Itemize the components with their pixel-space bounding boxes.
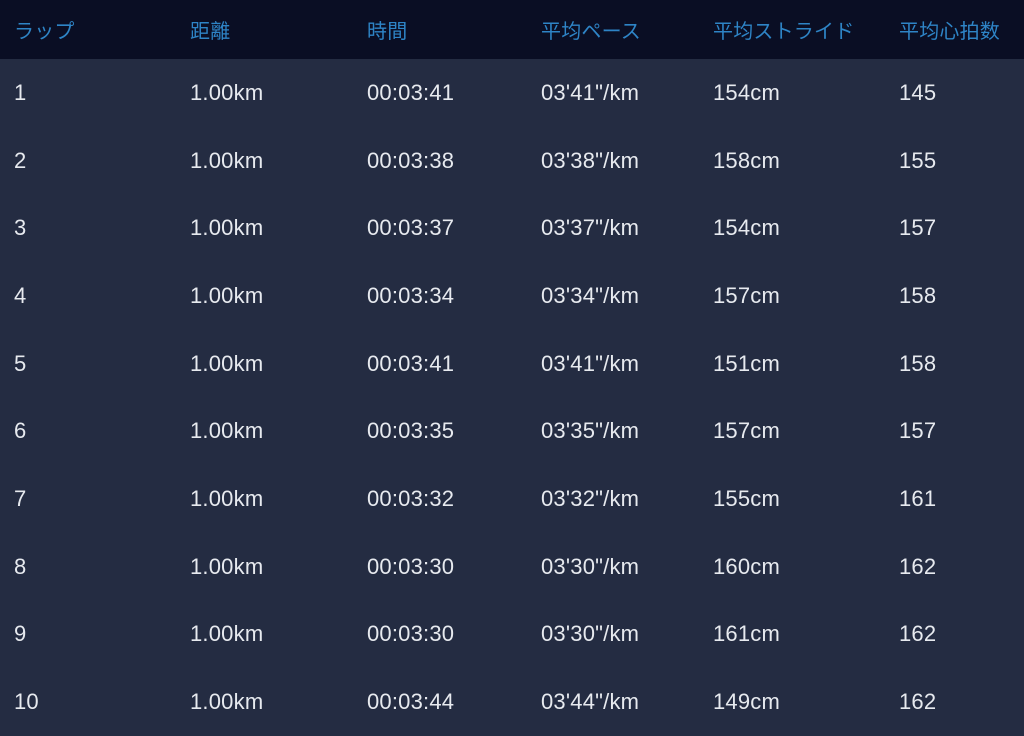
cell-lap: 2 <box>14 147 27 173</box>
cell-time: 00:03:38 <box>367 147 455 173</box>
cell-avg_heart_rate: 145 <box>899 79 937 105</box>
cell-distance: 1.00km <box>190 485 264 511</box>
cell-avg_pace: 03'30"/km <box>541 621 640 647</box>
table-row: 2 1.00km 00:03:38 03'38"/km 158cm 155 <box>0 126 1024 195</box>
cell-avg_heart_rate: 162 <box>899 689 937 715</box>
cell-avg_pace: 03'34"/km <box>541 282 640 308</box>
cell-distance: 1.00km <box>190 418 264 444</box>
lap-table-header-row: ラップ 距離 時間 平均ペース 平均ストライド 平均心拍数 <box>0 0 1024 59</box>
column-header-avg-stride: 平均ストライド <box>713 21 855 43</box>
cell-time: 00:03:41 <box>367 79 455 105</box>
cell-lap: 3 <box>14 215 27 241</box>
cell-time: 00:03:41 <box>367 350 455 376</box>
cell-avg_pace: 03'35"/km <box>541 418 640 444</box>
lap-table-body[interactable]: 1 1.00km 00:03:41 03'41"/km 154cm 145 2 1.00km 0… <box>0 59 1024 736</box>
cell-lap: 4 <box>14 282 27 308</box>
column-header-time: 時間 <box>367 21 408 43</box>
table-row: 6 1.00km 00:03:35 03'35"/km 157cm 157 <box>0 397 1024 466</box>
cell-avg_stride: 151cm <box>713 350 781 376</box>
cell-distance: 1.00km <box>190 282 264 308</box>
cell-avg_heart_rate: 162 <box>899 553 937 579</box>
cell-avg_stride: 158cm <box>713 147 781 173</box>
cell-time: 00:03:30 <box>367 553 455 579</box>
cell-avg_stride: 157cm <box>713 418 781 444</box>
cell-avg_stride: 161cm <box>713 621 781 647</box>
cell-avg_heart_rate: 161 <box>899 485 937 511</box>
cell-avg_heart_rate: 157 <box>899 215 937 241</box>
cell-avg_pace: 03'37"/km <box>541 215 640 241</box>
lap-table: ラップ 距離 時間 平均ペース 平均ストライド 平均心拍数 1 1.00km 00:… <box>0 0 1024 715</box>
column-header-avg-pace: 平均ペース <box>541 21 641 43</box>
cell-avg_heart_rate: 157 <box>899 418 937 444</box>
cell-avg_stride: 160cm <box>713 553 781 579</box>
cell-avg_heart_rate: 158 <box>899 350 937 376</box>
cell-distance: 1.00km <box>190 215 264 241</box>
cell-avg_pace: 03'38"/km <box>541 147 640 173</box>
column-header-distance: 距離 <box>190 21 231 43</box>
table-row: 10 1.00km 00:03:44 03'44"/km 149cm 162 <box>0 668 1024 736</box>
cell-avg_stride: 154cm <box>713 215 781 241</box>
cell-avg_pace: 03'41"/km <box>541 79 640 105</box>
cell-avg_pace: 03'44"/km <box>541 689 640 715</box>
cell-lap: 10 <box>14 689 39 715</box>
cell-distance: 1.00km <box>190 553 264 579</box>
cell-avg_pace: 03'30"/km <box>541 553 640 579</box>
cell-avg_pace: 03'32"/km <box>541 485 640 511</box>
table-row: 7 1.00km 00:03:32 03'32"/km 155cm 161 <box>0 465 1024 533</box>
table-row: 9 1.00km 00:03:30 03'30"/km 161cm 162 <box>0 600 1024 669</box>
table-row: 1 1.00km 00:03:41 03'41"/km 154cm 145 <box>0 59 1024 127</box>
table-row: 3 1.00km 00:03:37 03'37"/km 154cm 157 <box>0 194 1024 263</box>
cell-distance: 1.00km <box>190 147 264 173</box>
cell-avg_heart_rate: 155 <box>899 147 937 173</box>
column-header-avg-heart-rate: 平均心拍数 <box>899 21 1000 43</box>
cell-time: 00:03:37 <box>367 215 455 241</box>
cell-time: 00:03:35 <box>367 418 455 444</box>
cell-avg_stride: 154cm <box>713 79 781 105</box>
cell-distance: 1.00km <box>190 350 264 376</box>
cell-lap: 1 <box>14 79 27 105</box>
column-header-lap: ラップ <box>14 21 75 43</box>
cell-lap: 5 <box>14 350 27 376</box>
cell-time: 00:03:44 <box>367 689 455 715</box>
table-row: 8 1.00km 00:03:30 03'30"/km 160cm 162 <box>0 532 1024 601</box>
table-row: 5 1.00km 00:03:41 03'41"/km 151cm 158 <box>0 329 1024 398</box>
cell-time: 00:03:32 <box>367 485 455 511</box>
cell-distance: 1.00km <box>190 689 264 715</box>
cell-lap: 7 <box>14 485 27 511</box>
cell-time: 00:03:30 <box>367 621 455 647</box>
cell-lap: 6 <box>14 418 27 444</box>
cell-avg_stride: 157cm <box>713 282 781 308</box>
cell-lap: 9 <box>14 621 27 647</box>
cell-avg_stride: 149cm <box>713 689 781 715</box>
cell-avg_heart_rate: 162 <box>899 621 937 647</box>
cell-avg_pace: 03'41"/km <box>541 350 640 376</box>
cell-time: 00:03:34 <box>367 282 455 308</box>
cell-avg_stride: 155cm <box>713 485 781 511</box>
cell-distance: 1.00km <box>190 621 264 647</box>
table-row: 4 1.00km 00:03:34 03'34"/km 157cm 158 <box>0 262 1024 330</box>
cell-lap: 8 <box>14 553 27 579</box>
cell-avg_heart_rate: 158 <box>899 282 937 308</box>
cell-distance: 1.00km <box>190 79 264 105</box>
